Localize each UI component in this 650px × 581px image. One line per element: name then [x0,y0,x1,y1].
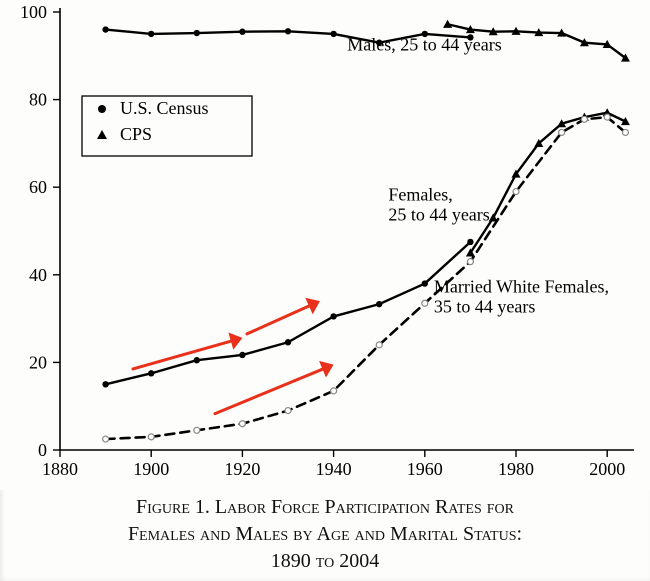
svg-text:1940: 1940 [316,459,352,479]
svg-text:1920: 1920 [224,459,260,479]
svg-text:60: 60 [29,177,47,197]
svg-text:Married White Females,: Married White Females, [434,276,609,296]
svg-text:40: 40 [29,265,47,285]
svg-text:25 to 44 years: 25 to 44 years [388,204,489,224]
svg-text:80: 80 [29,90,47,110]
svg-text:CPS: CPS [120,124,152,144]
svg-text:100: 100 [20,2,47,22]
chart-svg: 0 20 40 60 80 100 1880 1900 1920 1940 1960 1980 2000… [0,0,650,490]
svg-text:1960: 1960 [407,459,443,479]
svg-text:2000: 2000 [589,459,625,479]
figure-caption: Figure 1. Labor Force Participation Rate… [0,494,650,575]
svg-text:Males, 25 to 44 years: Males, 25 to 44 years [347,35,501,55]
svg-text:0: 0 [38,440,47,460]
svg-text:1900: 1900 [133,459,169,479]
svg-text:20: 20 [29,352,47,372]
svg-text:Females,: Females, [388,184,453,204]
svg-text:U.S. Census: U.S. Census [120,98,209,118]
caption-line-2: Females and Males by Age and Marital Sta… [128,523,522,545]
caption-line-3: 1890 to 2004 [271,550,379,572]
svg-text:1980: 1980 [498,459,534,479]
figure-container: 0 20 40 60 80 100 1880 1900 1920 1940 1960 1980 2000… [0,0,650,581]
caption-line-1: Figure 1. Labor Force Participation Rate… [136,496,514,518]
svg-text:1880: 1880 [42,459,78,479]
svg-text:35 to 44 years: 35 to 44 years [434,296,535,316]
